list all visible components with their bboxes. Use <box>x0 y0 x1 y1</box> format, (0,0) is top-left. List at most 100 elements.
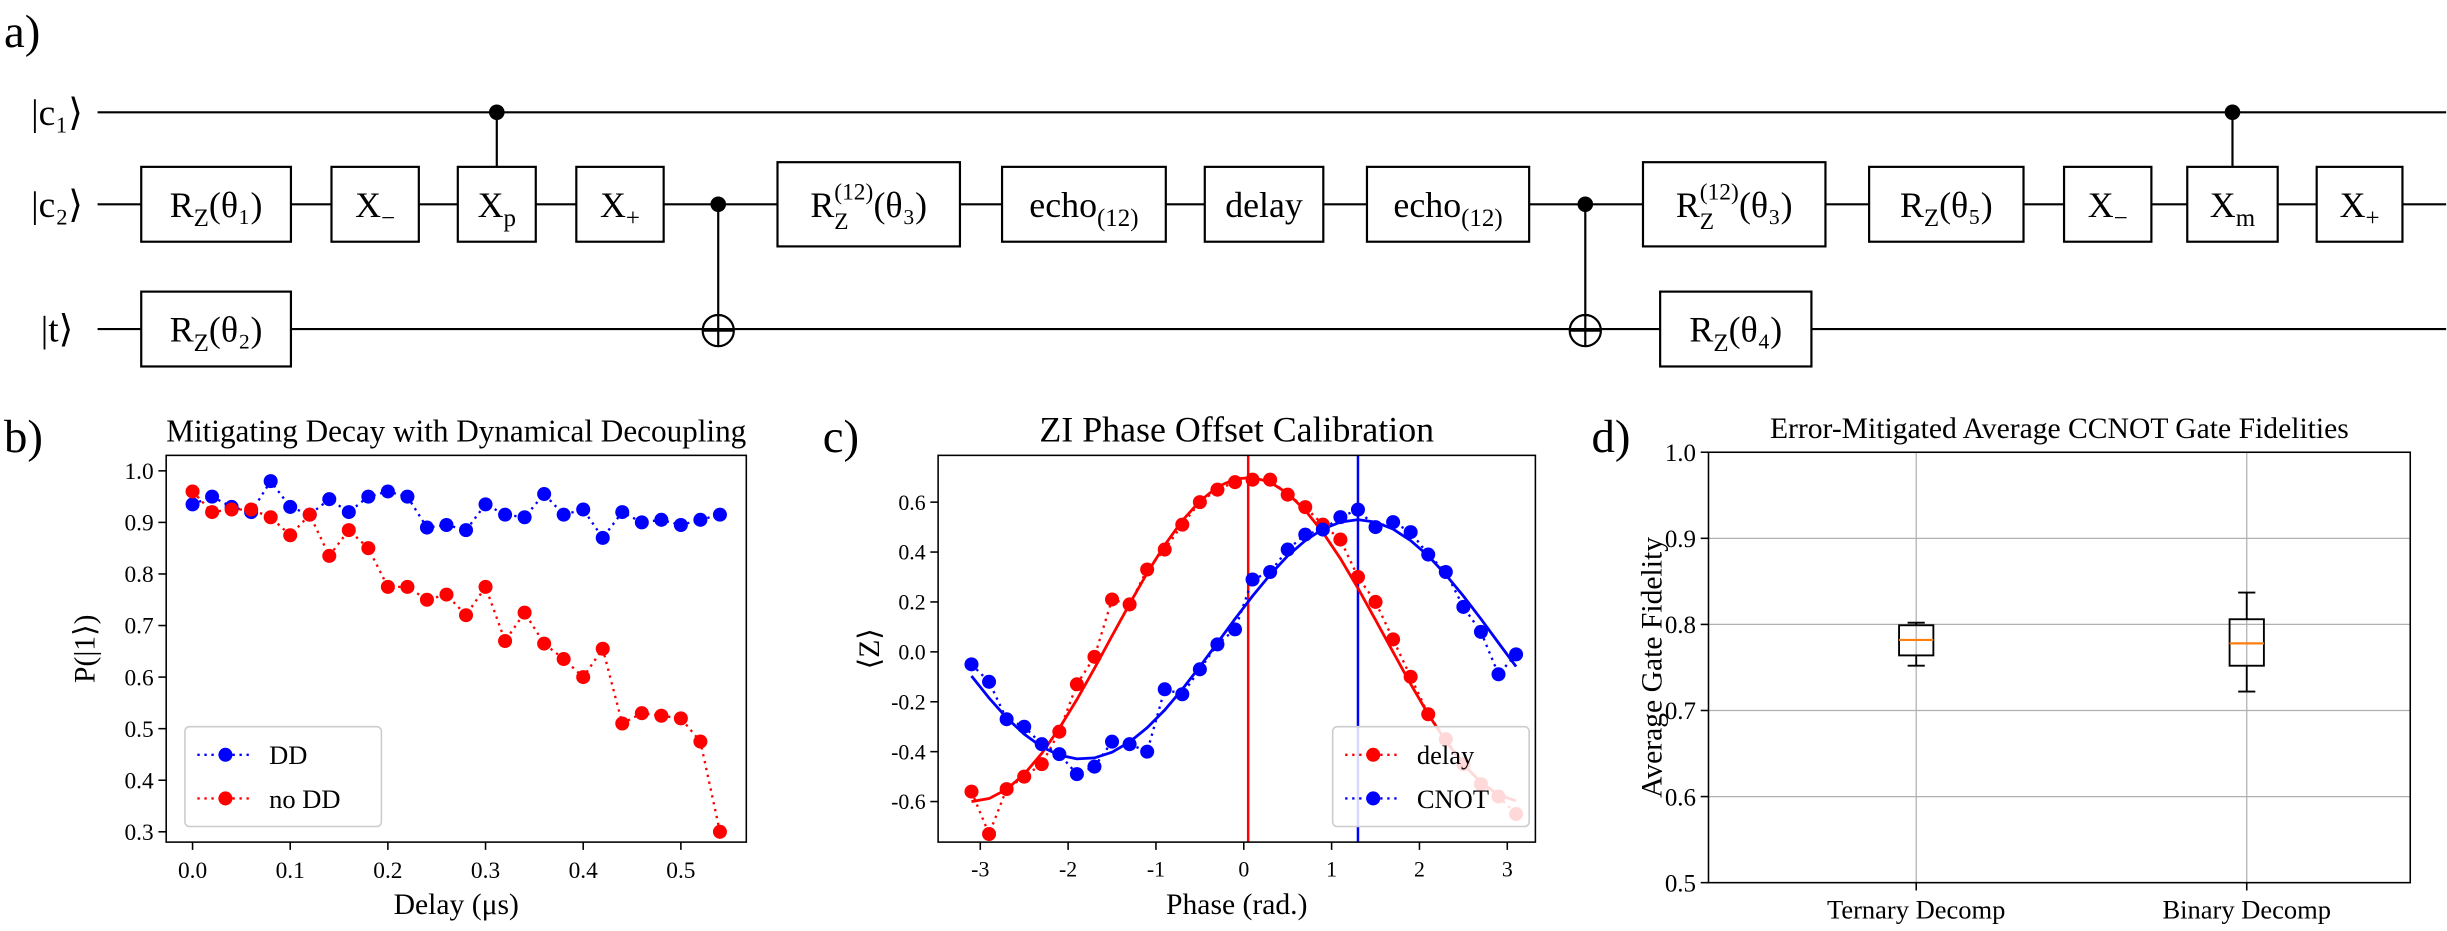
data-point <box>478 579 493 594</box>
gate-symbol: R <box>810 185 834 225</box>
gate-subscript: (12) <box>1461 205 1503 232</box>
data-point <box>1403 525 1418 540</box>
panel-label: d) <box>1592 411 1631 463</box>
gate-symbol: X <box>2210 185 2236 225</box>
plot-frame <box>937 454 1537 843</box>
legend-marker <box>1366 747 1381 762</box>
data-point <box>1386 515 1401 530</box>
gate-argument: (θ₃) <box>874 185 928 225</box>
x-tick-label: 0.1 <box>276 858 305 884</box>
data-point <box>964 657 979 672</box>
data-point <box>1421 547 1436 562</box>
legend-marker <box>218 791 233 806</box>
data-point <box>1157 542 1172 557</box>
gate-subscript: + <box>626 205 640 232</box>
gate <box>776 161 962 248</box>
data-point <box>1175 687 1190 702</box>
data-point <box>1333 532 1348 547</box>
data-point <box>1105 592 1120 607</box>
data-point <box>595 530 610 545</box>
gate-label: Xm <box>2210 185 2255 232</box>
gate-symbol: R <box>1676 185 1700 225</box>
data-point <box>478 497 493 512</box>
legend-label: no DD <box>269 784 340 814</box>
data-point <box>1105 734 1120 749</box>
data-point <box>1368 520 1383 535</box>
data-point <box>1350 502 1365 517</box>
data-point <box>576 670 591 685</box>
y-tick-label: 0.7 <box>1665 698 1696 725</box>
series-line <box>192 479 721 540</box>
legend-label: DD <box>269 740 307 770</box>
data-point <box>244 502 259 517</box>
data-point <box>1421 707 1436 722</box>
data-point <box>322 548 337 563</box>
data-point <box>1333 510 1348 525</box>
data-point <box>673 517 688 532</box>
data-point <box>224 502 239 517</box>
data-point <box>517 510 532 525</box>
y-tick-label: 0.3 <box>124 820 153 846</box>
y-tick-label: 0.7 <box>124 614 154 640</box>
data-point <box>556 507 571 522</box>
gate-subscript: m <box>2236 205 2255 232</box>
data-point <box>263 474 278 489</box>
x-tick-label: -3 <box>971 857 989 881</box>
target <box>701 313 735 348</box>
x-axis-label: Phase (rad.) <box>1166 889 1307 921</box>
y-tick-label: 0.8 <box>124 562 153 588</box>
data-point <box>712 507 727 522</box>
data-point <box>634 706 649 721</box>
data-point <box>361 541 376 556</box>
data-point <box>1034 757 1049 772</box>
data-point <box>263 510 278 525</box>
series-line <box>970 478 1517 838</box>
gate-symbol: delay <box>1225 185 1303 225</box>
x-tick-label: -2 <box>1059 857 1077 881</box>
data-point <box>673 711 688 726</box>
data-point <box>439 587 454 602</box>
wire-label: |c₂⟩ <box>31 185 83 226</box>
control-dot <box>710 196 727 213</box>
y-tick-label: 0.5 <box>1665 870 1696 897</box>
data-point <box>693 734 708 749</box>
y-tick-label: 0.4 <box>898 541 925 565</box>
data-point <box>1034 737 1049 752</box>
data-point <box>1263 564 1278 580</box>
gate-subscript: Z <box>1924 205 1939 232</box>
data-point <box>1069 767 1084 782</box>
data-point <box>1140 562 1155 577</box>
x-tick-label: 2 <box>1414 857 1425 881</box>
gate <box>1365 165 1531 243</box>
data-point <box>654 708 669 723</box>
gate <box>140 165 293 243</box>
gate-label: RZ(θ₁) <box>170 185 263 232</box>
data-point <box>498 633 513 649</box>
y-tick-label: 0.9 <box>1665 526 1696 553</box>
data-point <box>419 592 434 607</box>
y-tick-label: 0.6 <box>898 491 925 515</box>
gate <box>456 165 537 243</box>
gate <box>575 165 665 243</box>
data-point <box>537 636 552 651</box>
control-dot <box>488 104 505 121</box>
y-tick-label: 0.0 <box>898 640 925 664</box>
data-point <box>283 528 298 543</box>
gate-symbol: X <box>2340 185 2366 225</box>
data-point <box>1298 527 1313 542</box>
gate-subscript: + <box>2365 205 2379 232</box>
data-point <box>1245 472 1260 487</box>
data-point <box>1175 517 1190 532</box>
control-dot <box>1577 196 1594 213</box>
y-tick-label: 0.6 <box>1665 784 1696 811</box>
data-point <box>1315 522 1330 537</box>
gate <box>1868 165 2025 243</box>
gate-argument: (θ₅) <box>1939 185 1993 225</box>
data-point <box>1245 572 1260 587</box>
gate-symbol: R <box>170 310 194 350</box>
x-tick-label: 0.5 <box>666 858 695 884</box>
y-tick-label: 0.2 <box>898 591 925 615</box>
y-tick-label: 1.0 <box>1665 440 1696 467</box>
gate-symbol: echo <box>1029 185 1097 225</box>
data-point <box>634 515 649 530</box>
